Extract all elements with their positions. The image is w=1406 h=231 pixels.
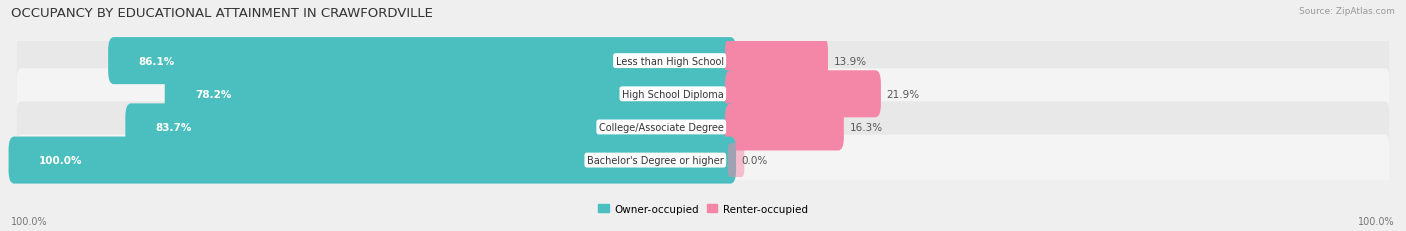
FancyBboxPatch shape: [17, 69, 1389, 120]
FancyBboxPatch shape: [17, 135, 1389, 186]
FancyBboxPatch shape: [725, 71, 882, 118]
FancyBboxPatch shape: [8, 137, 737, 184]
Text: High School Diploma: High School Diploma: [621, 89, 724, 99]
Text: 100.0%: 100.0%: [11, 216, 48, 226]
Text: Less than High School: Less than High School: [616, 56, 724, 66]
Text: 13.9%: 13.9%: [834, 56, 866, 66]
FancyBboxPatch shape: [725, 104, 844, 151]
FancyBboxPatch shape: [17, 102, 1389, 153]
Text: 100.0%: 100.0%: [39, 155, 83, 165]
Text: 0.0%: 0.0%: [741, 155, 768, 165]
Text: Bachelor's Degree or higher: Bachelor's Degree or higher: [586, 155, 724, 165]
FancyBboxPatch shape: [725, 38, 828, 85]
Text: 16.3%: 16.3%: [849, 122, 883, 132]
FancyBboxPatch shape: [165, 71, 737, 118]
Text: Source: ZipAtlas.com: Source: ZipAtlas.com: [1299, 7, 1395, 16]
Text: 86.1%: 86.1%: [138, 56, 174, 66]
Text: 100.0%: 100.0%: [1358, 216, 1395, 226]
FancyBboxPatch shape: [17, 36, 1389, 87]
Text: OCCUPANCY BY EDUCATIONAL ATTAINMENT IN CRAWFORDVILLE: OCCUPANCY BY EDUCATIONAL ATTAINMENT IN C…: [11, 7, 433, 20]
Legend: Owner-occupied, Renter-occupied: Owner-occupied, Renter-occupied: [599, 204, 807, 214]
Text: 78.2%: 78.2%: [195, 89, 232, 99]
Text: 83.7%: 83.7%: [156, 122, 193, 132]
FancyBboxPatch shape: [728, 143, 744, 177]
FancyBboxPatch shape: [125, 104, 737, 151]
Text: 21.9%: 21.9%: [886, 89, 920, 99]
Text: College/Associate Degree: College/Associate Degree: [599, 122, 724, 132]
FancyBboxPatch shape: [108, 38, 737, 85]
